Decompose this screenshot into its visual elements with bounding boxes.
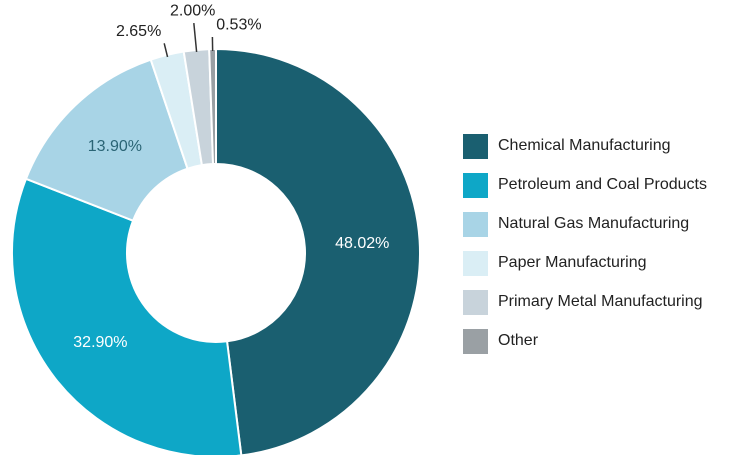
legend-label: Chemical Manufacturing	[498, 137, 671, 154]
donut-segment	[215, 47, 421, 455]
data-label: 2.00%	[170, 2, 215, 19]
data-label: 48.02%	[335, 235, 389, 252]
legend-label: Primary Metal Manufacturing	[498, 293, 703, 310]
legend-swatch	[463, 290, 488, 315]
legend-label: Petroleum and Coal Products	[498, 176, 707, 193]
donut-segment	[208, 47, 217, 166]
donut-segment	[24, 58, 189, 222]
legend-swatch	[463, 212, 488, 237]
data-label: 32.90%	[73, 334, 127, 351]
legend-label: Paper Manufacturing	[498, 254, 647, 271]
leader-line	[193, 22, 198, 53]
legend-swatch	[463, 329, 488, 354]
data-label: 13.90%	[88, 138, 142, 155]
data-label: 0.53%	[216, 16, 261, 33]
legend-label: Other	[498, 332, 539, 349]
leader-line	[163, 43, 169, 58]
donut-segment	[11, 177, 243, 455]
legend-swatch	[463, 251, 488, 276]
legend-swatch	[463, 134, 488, 159]
legend-swatch	[463, 173, 488, 198]
data-label: 2.65%	[116, 23, 161, 40]
legend-label: Natural Gas Manufacturing	[498, 215, 689, 232]
